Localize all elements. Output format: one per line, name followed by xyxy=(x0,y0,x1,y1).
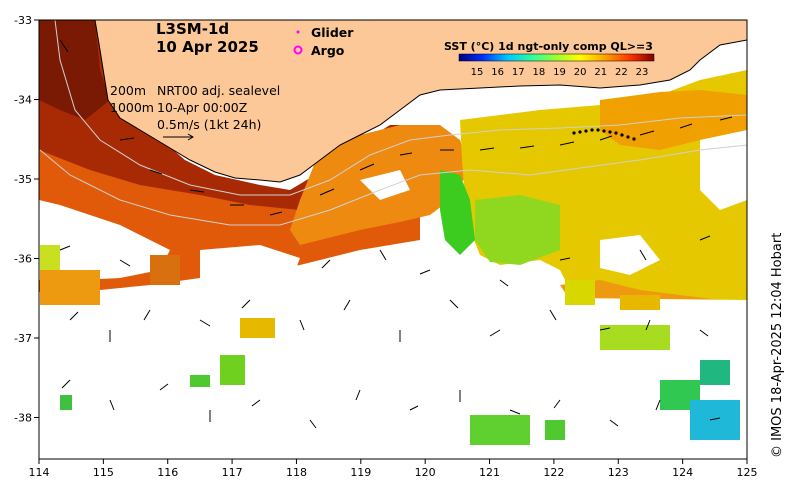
colorbar-tick-label: 23 xyxy=(636,67,649,78)
contour-200-label: 200m xyxy=(110,83,146,98)
x-tick-label: 116 xyxy=(157,466,178,479)
x-tick-label: 121 xyxy=(479,466,500,479)
argo-marker-icon xyxy=(293,45,303,55)
glider-marker-icon xyxy=(296,30,300,34)
colorbar xyxy=(458,53,655,62)
sst-green-front xyxy=(440,170,475,255)
colorbar-tick-label: 20 xyxy=(574,67,587,78)
x-tick-label: 114 xyxy=(29,466,50,479)
y-tick-label: -34 xyxy=(14,94,32,107)
credit-text: © IMOS 18-Apr-2025 12:04 Hobart xyxy=(770,233,785,458)
legend-argo-label: Argo xyxy=(311,43,345,58)
x-axis: 114 115 116 117 118 119 120 121 122 123 124 125 xyxy=(29,459,758,479)
current-time-label: 10-Apr 00:00Z xyxy=(157,100,247,115)
current-vectors xyxy=(59,39,733,429)
colorbar-tick-label: 17 xyxy=(512,67,525,78)
y-tick-label: -33 xyxy=(14,14,32,27)
legend-glider-label: Glider xyxy=(311,25,354,40)
colorbar-title: SST (°C) 1d ngt-only comp QL>=3 xyxy=(444,40,653,53)
x-tick-label: 118 xyxy=(286,466,307,479)
y-tick-label: -36 xyxy=(14,253,32,266)
x-tick-label: 119 xyxy=(350,466,371,479)
current-source-label: NRT00 adj. sealevel xyxy=(157,83,280,98)
scale-arrow xyxy=(163,133,194,141)
colorbar-tick-label: 21 xyxy=(594,67,607,78)
plot-frame xyxy=(38,19,748,460)
colorbar-tick-label: 22 xyxy=(615,67,628,78)
scale-arrow-label: 0.5m/s (1kt 24h) xyxy=(157,117,261,132)
colorbar-tick-label: 15 xyxy=(471,67,484,78)
sst-yellow-orange-east xyxy=(600,90,747,150)
y-axis: -33 -34 -35 -36 -37 -38 xyxy=(14,14,39,425)
colorbar-tick-label: 18 xyxy=(533,67,546,78)
x-tick-label: 122 xyxy=(543,466,564,479)
bathymetry-contours xyxy=(39,20,747,226)
x-tick-label: 125 xyxy=(737,466,758,479)
cloud-gaps xyxy=(39,130,747,459)
map-title-product: L3SM-1d xyxy=(156,20,229,38)
x-tick-label: 124 xyxy=(672,466,693,479)
glider-track xyxy=(572,128,636,141)
y-tick-label: -35 xyxy=(14,173,32,186)
map-title-date: 10 Apr 2025 xyxy=(156,38,259,56)
colorbar-ticks: 15 16 17 18 19 20 21 22 23 xyxy=(471,67,649,78)
sst-lightgreen-patch xyxy=(475,195,560,265)
colorbar-tick-label: 19 xyxy=(553,67,566,78)
y-tick-label: -38 xyxy=(14,412,32,425)
colorbar-tick-label: 16 xyxy=(491,67,504,78)
x-tick-label: 117 xyxy=(222,466,243,479)
x-tick-label: 123 xyxy=(608,466,629,479)
x-tick-label: 120 xyxy=(415,466,436,479)
contour-1000-label: 1000m xyxy=(110,100,154,115)
y-tick-label: -37 xyxy=(14,332,32,345)
sst-deep-red xyxy=(39,20,110,120)
sst-southern-patches xyxy=(40,245,740,445)
x-tick-label: 115 xyxy=(93,466,114,479)
